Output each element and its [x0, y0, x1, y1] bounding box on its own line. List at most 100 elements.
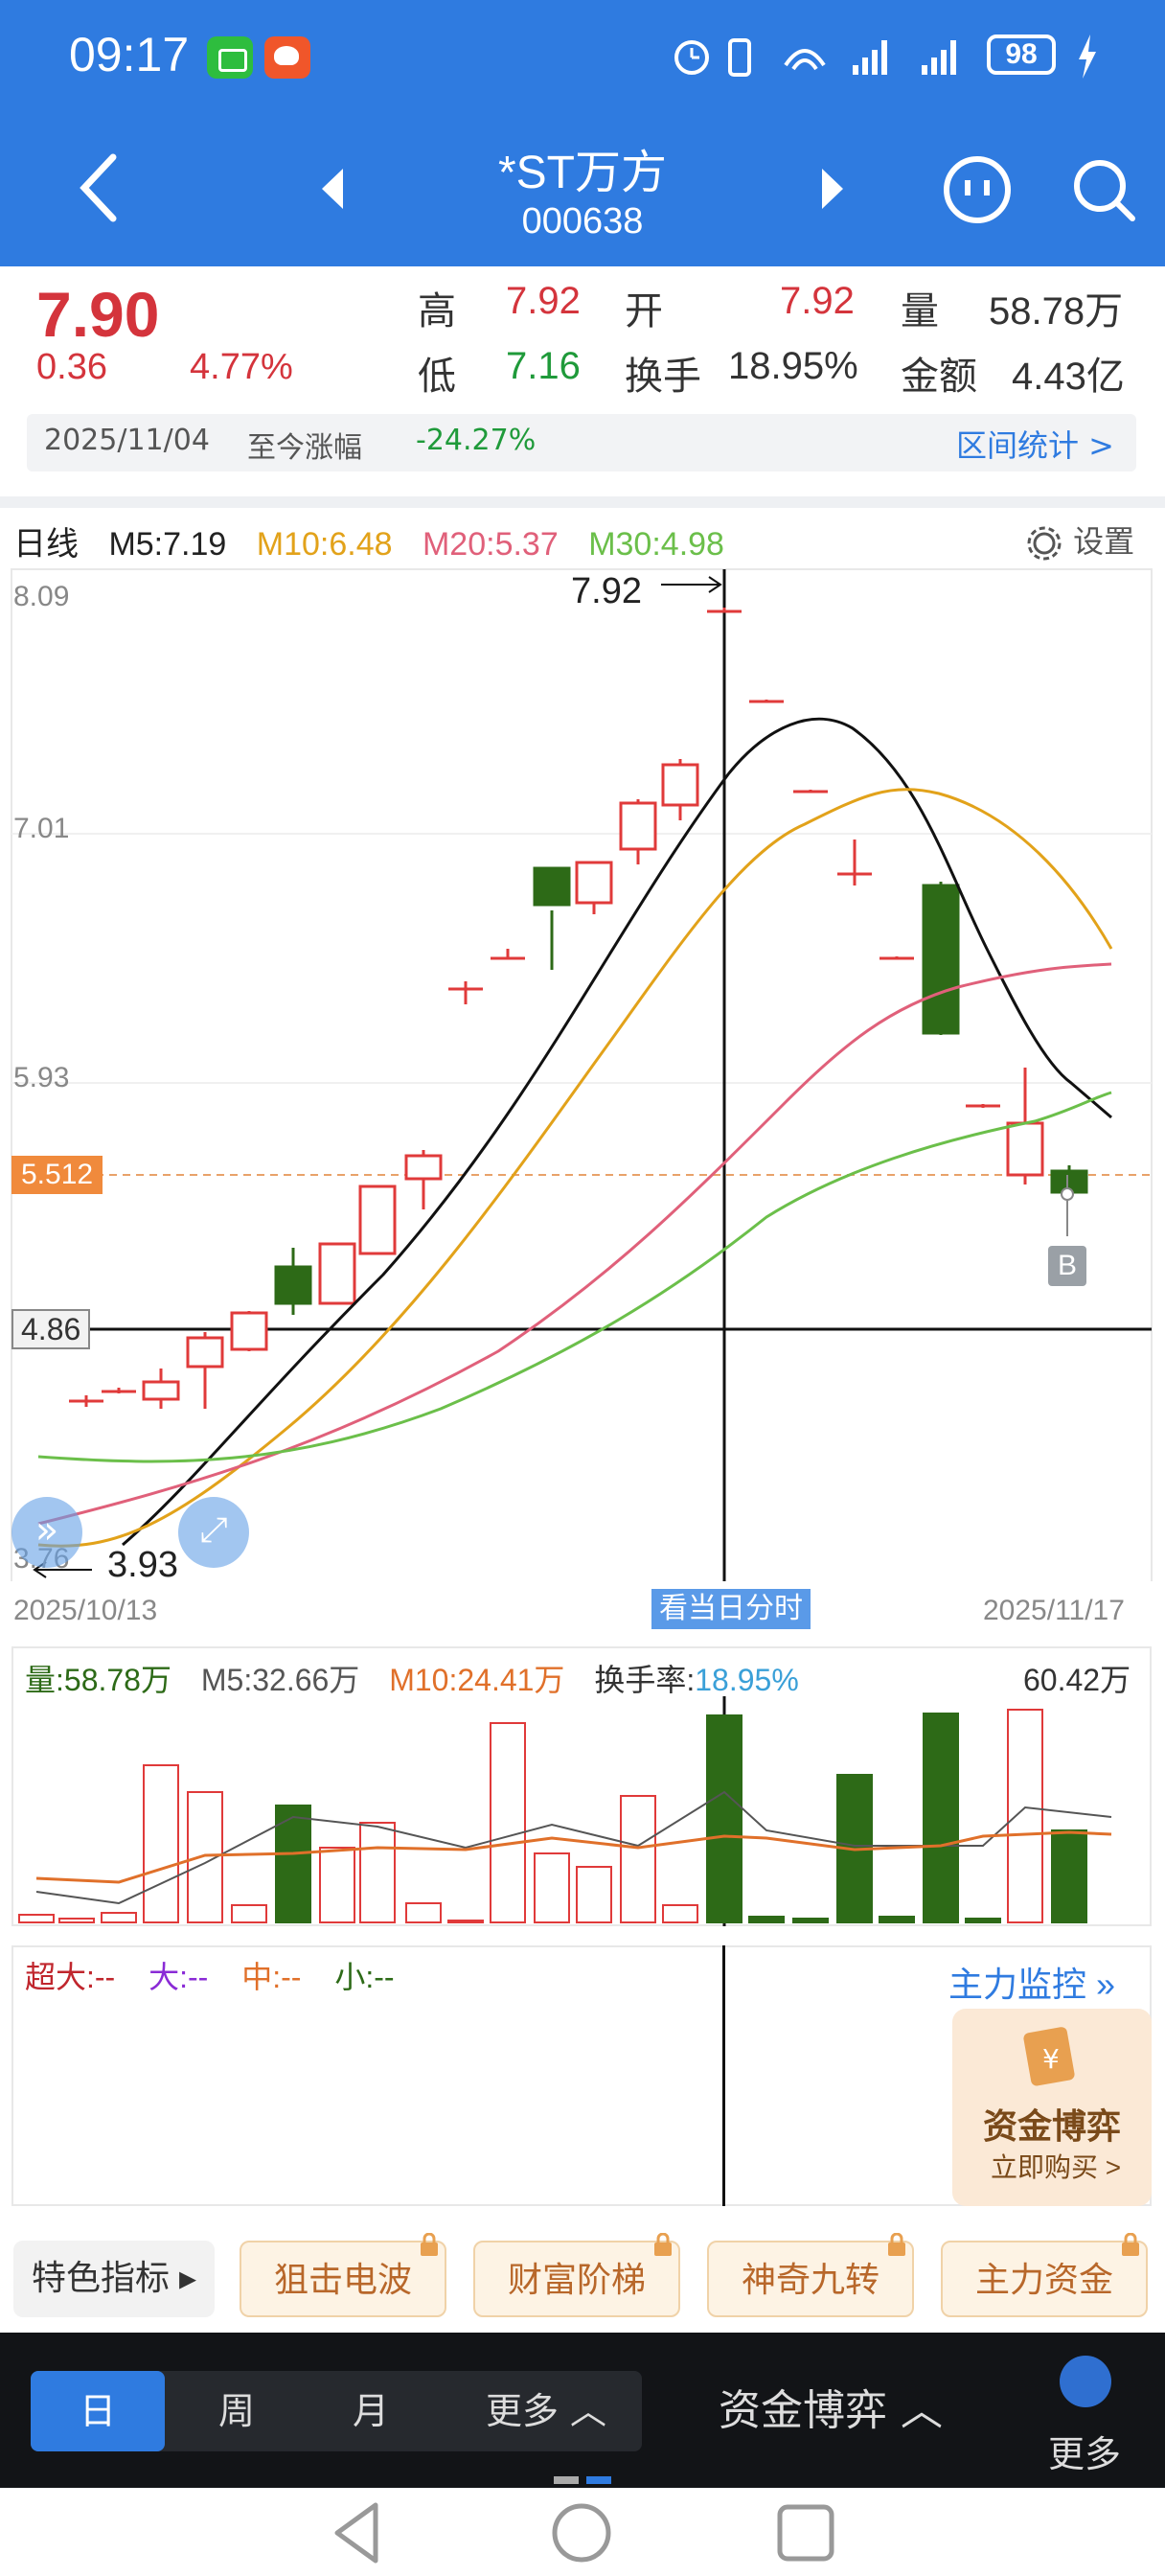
volume-m10-line [35, 1830, 1112, 1884]
svg-text:¥: ¥ [1042, 2043, 1060, 2075]
feature-main-fund[interactable]: 主力资金 [941, 2241, 1148, 2317]
top-header: 09:17 98 *ST万方 000638 [0, 0, 1165, 266]
volume-bars [18, 1709, 1087, 1923]
turnover-label: 换手 [625, 356, 701, 398]
fund-small: 小:-- [334, 1960, 395, 1994]
volume-bar [447, 1920, 484, 1923]
system-nav-bar [0, 2488, 1165, 2576]
back-icon[interactable] [71, 150, 128, 226]
lock-icon [1122, 2233, 1139, 2256]
candle-body [318, 1242, 356, 1305]
turnover-rate-value: 18.95% [695, 1663, 799, 1697]
nav-home-icon[interactable] [548, 2499, 615, 2566]
lock-icon [888, 2233, 905, 2256]
tab-more[interactable]: 更多 ︿ [485, 2390, 607, 2432]
fund-mid: 中:-- [241, 1960, 302, 1994]
volume-bar [143, 1764, 179, 1923]
volume-max: 60.42万 [1023, 1663, 1131, 1697]
fund-game-promo[interactable]: ¥ 资金博弈 立即购买 > [952, 2009, 1152, 2206]
search-icon[interactable] [1067, 151, 1144, 228]
ma30-value: M30:4.98 [588, 526, 724, 563]
stat-label: 至今涨幅 [247, 431, 362, 465]
next-stock-icon[interactable] [814, 165, 853, 213]
ma5-line [122, 717, 1112, 1547]
fund-large: 大:-- [148, 1960, 209, 1994]
axis-label-2: 7.01 [13, 813, 70, 844]
stat-value: -24.27% [416, 424, 537, 457]
volume-bar [359, 1822, 396, 1923]
feature-indicators-menu[interactable]: 特色指标 ▸ [13, 2241, 215, 2317]
open-value: 7.92 [780, 280, 855, 322]
volume-m10: M10:24.41万 [389, 1663, 565, 1697]
scroll-left-icon[interactable]: » [11, 1497, 82, 1568]
tab-week[interactable]: 周 [217, 2390, 255, 2432]
buy-marker-b[interactable]: B [1048, 1246, 1086, 1286]
volume-bar [706, 1714, 742, 1923]
promo-title: 资金博弈 [983, 2106, 1122, 2146]
tab-day[interactable]: 日 [31, 2371, 165, 2451]
more-icon[interactable] [1060, 2356, 1111, 2407]
stock-code: 000638 [521, 201, 644, 242]
ma20-line [37, 962, 1112, 1526]
volume-bar [275, 1805, 311, 1923]
tab-month[interactable]: 月 [352, 2390, 389, 2432]
expand-icon[interactable]: ⤢ [178, 1497, 249, 1568]
volume-bar [534, 1852, 570, 1923]
volume-bar [748, 1916, 785, 1923]
feature-magic-nine[interactable]: 神奇九转 [707, 2241, 914, 2317]
lock-icon [654, 2233, 672, 2256]
system-status-icons [674, 38, 956, 77]
charging-icon [1079, 34, 1096, 79]
page-dot [554, 2476, 579, 2484]
bottom-toolbar: 日 周 月 更多 ︿ 资金博弈 ︿ 更多 [0, 2333, 1165, 2488]
more-label[interactable]: 更多 [1048, 2433, 1122, 2475]
ma10-value: M10:6.48 [256, 526, 393, 563]
main-monitor-link[interactable]: 主力监控 » [948, 1965, 1116, 2004]
view-intraday-button[interactable]: 看当日分时 [651, 1589, 811, 1629]
start-date: 2025/10/13 [13, 1595, 158, 1626]
nav-back-icon[interactable] [324, 2499, 391, 2566]
candle-body [404, 1154, 443, 1181]
fund-crosshair [722, 1945, 725, 2206]
amount-value: 4.43亿 [1012, 356, 1125, 398]
ma30-line [37, 1091, 1112, 1463]
feature-sniper-wave[interactable]: 狙击电波 [240, 2241, 446, 2317]
volume-bar [231, 1904, 267, 1923]
settings-button[interactable]: 设置 [1025, 518, 1134, 563]
volume-bar [923, 1713, 959, 1923]
volume-bar [18, 1914, 55, 1923]
volume-label: 量 [901, 290, 939, 333]
interval-stat-bar[interactable]: 2025/11/04 至今涨幅 -24.27% 区间统计 > [27, 414, 1136, 472]
fund-game-toggle[interactable]: 资金博弈 ︿ [719, 2386, 943, 2435]
ma5-value: M5:7.19 [108, 526, 227, 563]
candle-body [230, 1311, 268, 1351]
candle-body [142, 1380, 180, 1401]
ma-legend: 日线 M5:7.19 M10:6.48 M20:5.37 M30:4.98 [13, 518, 724, 563]
volume-value: 58.78万 [989, 290, 1124, 333]
volume-bar [1051, 1829, 1087, 1923]
max-price-label: 7.92 [571, 571, 642, 611]
feature-wealth-ladder[interactable]: 财富阶梯 [473, 2241, 680, 2317]
ma10-line [37, 788, 1113, 1548]
volume-bar [58, 1918, 95, 1923]
low-label: 低 [418, 356, 456, 398]
volume-ma-lines [35, 1790, 1112, 1905]
prev-stock-icon[interactable] [316, 165, 354, 213]
nav-recent-icon[interactable] [772, 2499, 839, 2566]
volume-bar [101, 1912, 137, 1923]
volume-chart [18, 1696, 1112, 1926]
candle-body [619, 801, 657, 851]
lock-icon [421, 2233, 438, 2256]
interval-stats-link[interactable]: 区间统计 > [956, 427, 1114, 464]
turnover-value: 18.95% [728, 345, 858, 387]
ma20-value: M20:5.37 [422, 526, 559, 563]
candle-body [661, 763, 699, 807]
section-divider [0, 496, 1165, 508]
kline-chart[interactable] [0, 565, 1165, 1581]
min-price-label: 3.93 [107, 1545, 178, 1585]
volume-bar [662, 1904, 698, 1923]
chat-icon[interactable] [939, 151, 1016, 228]
stat-date: 2025/11/04 [44, 424, 210, 457]
volume-legend: 量:58.78万 M5:32.66万 M10:24.41万 换手率:18.95% [25, 1656, 799, 1700]
